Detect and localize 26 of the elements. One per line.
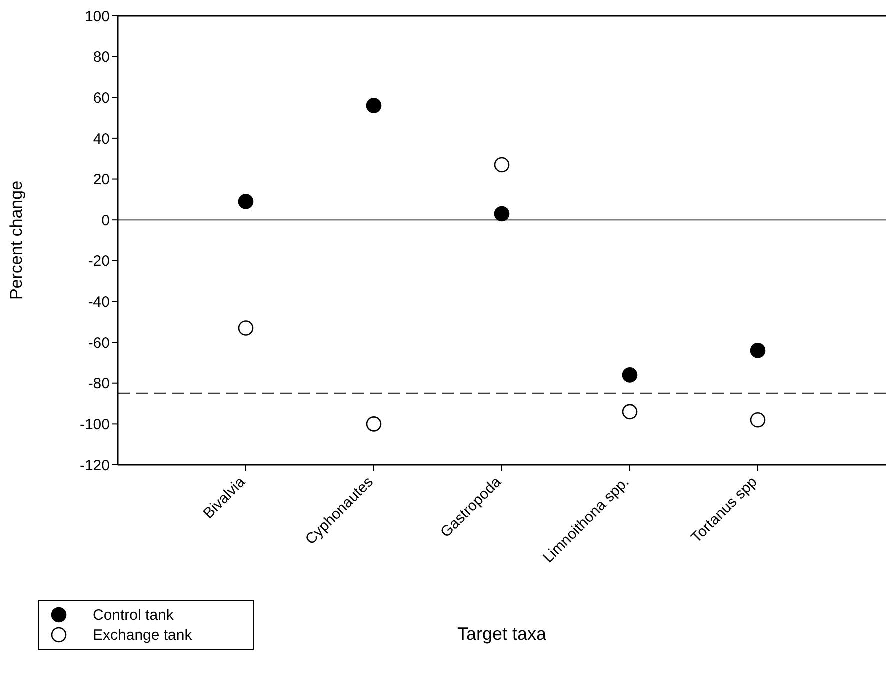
- point: [494, 206, 510, 222]
- y-tick-label: 20: [93, 172, 110, 189]
- y-tick-label: -100: [80, 416, 110, 434]
- y-tick-label: -60: [88, 334, 110, 352]
- x-axis-title: Target taxa: [457, 624, 548, 644]
- y-tick-label: 80: [93, 49, 110, 66]
- y-tick-label: 40: [93, 130, 110, 148]
- y-tick-label: 100: [84, 8, 110, 26]
- point: [366, 98, 382, 114]
- legend-label: Exchange tank: [93, 626, 192, 644]
- y-tick-label: -20: [88, 253, 110, 270]
- point: [622, 404, 638, 420]
- point: [750, 412, 766, 428]
- y-axis-title: Percent change: [7, 180, 26, 300]
- y-tick-label: -40: [88, 294, 110, 312]
- point: [494, 157, 510, 173]
- point: [238, 194, 254, 210]
- y-tick-label: -80: [88, 376, 110, 393]
- y-tick-label: 60: [93, 90, 110, 107]
- legend-label: Control tank: [93, 606, 174, 624]
- y-tick-label: -120: [80, 457, 110, 474]
- point: [750, 343, 766, 358]
- point: [366, 416, 382, 432]
- y-tick-label: 0: [102, 212, 110, 230]
- point: [238, 320, 254, 336]
- point: [622, 368, 638, 383]
